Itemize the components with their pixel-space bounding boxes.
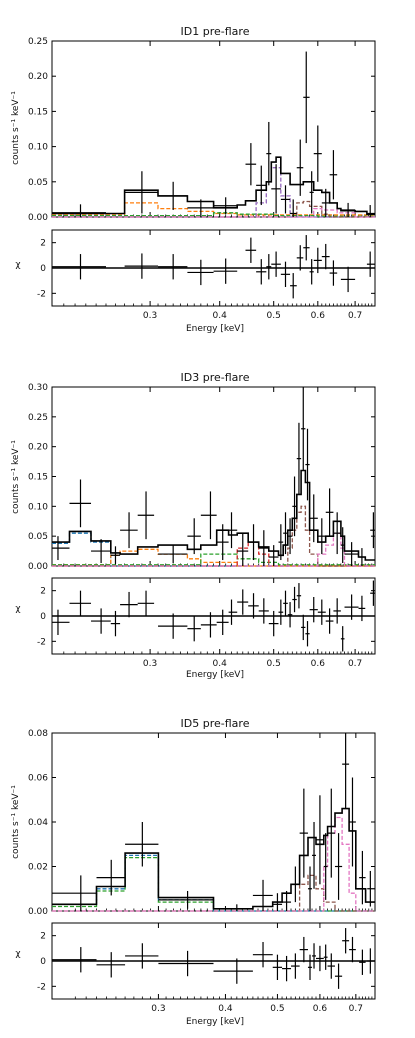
x-tick-label: 0.5	[267, 311, 281, 321]
y-tick-label: 0.02	[28, 863, 48, 873]
y-tick-label: 0.25	[28, 413, 48, 423]
y-axis-label: counts s⁻¹ keV⁻¹	[11, 91, 21, 165]
y-tick-label: 0.15	[28, 473, 48, 483]
y-tick-label: 0.20	[28, 443, 48, 453]
panel-id5: ID5 pre-flare counts s⁻¹ keV⁻¹ χ Energy …	[11, 717, 376, 1027]
x-tick-label: 0.5	[270, 1004, 284, 1014]
x-tick-label: 0.4	[218, 1004, 233, 1014]
residual-y-tick-label: 0	[40, 957, 46, 967]
main-plot-frame	[51, 386, 376, 567]
y-tick-label: 0.04	[28, 818, 48, 828]
residual-axis-label: χ	[15, 604, 20, 614]
total-model-line	[52, 156, 375, 215]
model-component-line	[52, 553, 375, 566]
panel-title: ID5 pre-flare	[181, 717, 250, 730]
residual-y-tick-label: 0	[40, 612, 46, 622]
x-tick-label: 0.3	[151, 1004, 165, 1014]
x-tick-label: 0.6	[311, 659, 326, 669]
total-model-line	[52, 469, 375, 561]
y-axis-label: counts s⁻¹ keV⁻¹	[11, 440, 21, 514]
model-component-line	[52, 532, 375, 567]
x-tick-label: 0.7	[348, 659, 362, 669]
residual-y-tick-label: -2	[37, 289, 46, 299]
y-tick-label: 0.06	[28, 774, 48, 784]
x-tick-label: 0.3	[143, 659, 157, 669]
y-tick-label: 0.00	[28, 562, 48, 572]
model-component-line	[52, 212, 375, 217]
model-component-line	[52, 816, 375, 912]
main-plot-frame	[51, 732, 376, 912]
residual-y-tick-label: 2	[40, 932, 46, 942]
model-component-line	[52, 548, 375, 567]
y-tick-label: 0.00	[28, 213, 48, 223]
x-axis-label: Energy [keV]	[186, 1017, 244, 1027]
y-tick-label: 0.00	[28, 907, 48, 917]
panel-title: ID1 pre-flare	[181, 25, 250, 38]
residual-y-tick-label: -2	[37, 982, 46, 992]
y-tick-label: 0.25	[28, 37, 48, 47]
x-axis-label: Energy [keV]	[186, 324, 244, 334]
y-tick-label: 0.30	[28, 383, 48, 393]
main-plot-frame	[51, 40, 376, 218]
y-axis-label: counts s⁻¹ keV⁻¹	[11, 785, 21, 859]
y-tick-label: 0.20	[28, 72, 48, 82]
residual-axis-label: χ	[15, 949, 20, 959]
panel-id3: ID3 pre-flare counts s⁻¹ keV⁻¹ χ Energy …	[11, 371, 376, 680]
total-model-line	[52, 807, 375, 910]
residual-y-tick-label: 2	[40, 587, 46, 597]
x-tick-label: 0.4	[213, 311, 228, 321]
y-tick-label: 0.08	[28, 729, 48, 739]
x-tick-label: 0.3	[143, 311, 157, 321]
x-tick-label: 0.6	[311, 311, 326, 321]
residual-y-tick-label: -2	[37, 637, 46, 647]
residual-axis-label: χ	[15, 260, 20, 270]
y-tick-label: 0.10	[28, 502, 48, 512]
model-component-line	[52, 207, 375, 218]
model-component-line	[52, 200, 375, 218]
x-tick-label: 0.6	[313, 1004, 328, 1014]
y-tick-label: 0.05	[28, 178, 48, 188]
model-component-line	[52, 874, 375, 912]
model-component-line	[52, 532, 375, 567]
residual-y-tick-label: 0	[40, 264, 46, 274]
y-tick-label: 0.10	[28, 143, 48, 153]
x-axis-label: Energy [keV]	[186, 670, 244, 680]
panel-title: ID3 pre-flare	[181, 371, 250, 384]
residual-y-tick-label: 2	[40, 239, 46, 249]
panel-id1: ID1 pre-flare counts s⁻¹ keV⁻¹ χ Energy …	[11, 25, 376, 334]
x-tick-label: 0.5	[267, 659, 281, 669]
y-tick-label: 0.05	[28, 532, 48, 542]
x-tick-label: 0.4	[213, 659, 228, 669]
y-tick-label: 0.15	[28, 107, 48, 117]
x-tick-label: 0.7	[348, 311, 362, 321]
x-tick-label: 0.7	[349, 1004, 363, 1014]
